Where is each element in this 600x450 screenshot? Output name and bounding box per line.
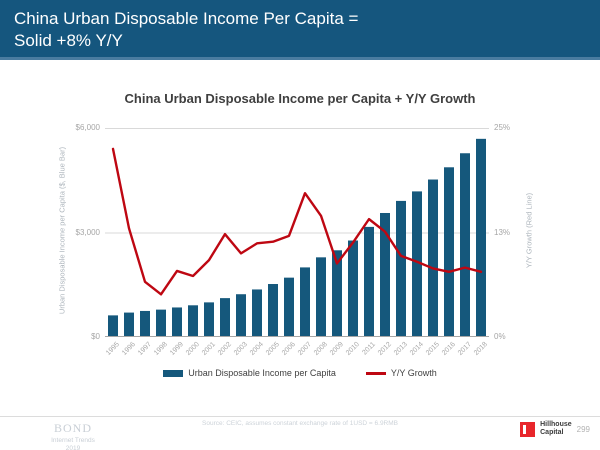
left-tick-label: $6,000	[75, 123, 100, 132]
plot-svg	[105, 128, 489, 337]
brand-year: 2019	[65, 445, 81, 450]
x-tick-1996: 1996	[120, 341, 137, 357]
publisher-name-line2: Capital	[540, 429, 564, 437]
right-tick-label: 25%	[494, 123, 511, 132]
left-tick-label: $0	[91, 332, 100, 341]
right-axis-label: Y/Y Growth (Red Line)	[524, 192, 534, 269]
x-tick-2018: 2018	[472, 341, 489, 357]
publisher-name: Hillhouse Capital	[540, 421, 572, 437]
slide-title: China Urban Disposable Income Per Capita…	[14, 9, 359, 50]
x-tick-2016: 2016	[440, 341, 457, 357]
x-tick-2003: 2003	[232, 341, 249, 357]
x-tick-2012: 2012	[376, 341, 393, 357]
publisher-name-line1: Hillhouse	[540, 421, 572, 428]
header-banner: China Urban Disposable Income Per Capita…	[0, 0, 600, 57]
right-tick-label: 0%	[494, 332, 506, 341]
bar-2014	[412, 191, 422, 337]
bar-2015	[428, 179, 438, 337]
x-tick-2004: 2004	[248, 341, 265, 357]
x-tick-2001: 2001	[200, 341, 217, 357]
bar-2016	[444, 167, 454, 337]
growth-line	[111, 147, 483, 296]
x-tick-2006: 2006	[280, 341, 297, 357]
left-axis-label: Urban Disposable Income per Capita ($, B…	[57, 146, 67, 315]
x-tick-2005: 2005	[264, 341, 281, 357]
bar-series-label: Urban Disposable Income per Capita	[188, 368, 336, 378]
bar-2001	[204, 302, 214, 337]
bar-2005	[268, 284, 278, 337]
x-tick-2013: 2013	[392, 341, 409, 357]
x-tick-2002: 2002	[216, 341, 233, 357]
bar-2003	[236, 294, 246, 337]
bar-2008	[316, 257, 326, 337]
x-tick-2009: 2009	[328, 341, 345, 357]
x-tick-2007: 2007	[296, 341, 313, 357]
x-tick-2008: 2008	[312, 341, 329, 357]
bar-series-swatch	[163, 369, 184, 377]
bar-2007	[300, 267, 310, 337]
bar-2009	[332, 250, 342, 337]
left-tick-label: $3,000	[75, 227, 100, 237]
x-tick-2015: 2015	[424, 341, 441, 357]
brand-block: BOND Internet Trends 2019	[28, 421, 118, 450]
bar-1997	[140, 310, 150, 337]
bar-2011	[364, 226, 374, 337]
bar-2004	[252, 289, 262, 337]
footer-divider	[0, 416, 600, 417]
page-number: 299	[576, 424, 590, 434]
header-accent-strip	[0, 57, 600, 60]
x-tick-2017: 2017	[456, 341, 473, 357]
bar-2010	[348, 240, 358, 337]
x-tick-1999: 1999	[168, 341, 185, 357]
bar-2006	[284, 277, 294, 337]
publisher-logo-block: Hillhouse Capital 299	[520, 421, 590, 437]
x-tick-2000: 2000	[184, 341, 201, 357]
x-tick-2011: 2011	[361, 341, 377, 357]
source-note: Source: CEIC, assumes constant exchange …	[202, 420, 398, 427]
bar-1998	[156, 309, 166, 337]
line-series-swatch	[365, 371, 386, 375]
legend-item-bars: Urban Disposable Income per Capita	[163, 368, 336, 378]
x-tick-1997: 1997	[136, 341, 153, 357]
bar-2017	[460, 153, 470, 337]
right-tick-label: 13%	[494, 227, 511, 237]
bar-2018	[476, 138, 486, 337]
bar-1995	[108, 315, 118, 337]
bar-1996	[124, 312, 134, 337]
legend-item-line: Y/Y Growth	[365, 368, 437, 378]
x-tick-2014: 2014	[408, 341, 425, 357]
x-tick-2010: 2010	[344, 341, 361, 357]
brand-subtitle: Internet Trends	[51, 437, 95, 444]
hillhouse-logo-mark	[523, 424, 527, 434]
bar-2000	[188, 305, 198, 337]
brand-name: BOND	[53, 421, 92, 435]
line-series-label: Y/Y Growth	[390, 368, 437, 378]
x-tick-1995: 1995	[104, 341, 121, 357]
bar-2013	[396, 200, 406, 337]
bar-2012	[380, 212, 390, 337]
bar-2002	[220, 298, 230, 337]
hillhouse-logo-icon	[520, 421, 536, 437]
bar-1999	[172, 307, 182, 337]
x-tick-1998: 1998	[152, 341, 169, 357]
chart-title: China Urban Disposable Income per Capita…	[124, 91, 476, 106]
chart-legend: Urban Disposable Income per Capita Y/Y G…	[0, 368, 600, 378]
